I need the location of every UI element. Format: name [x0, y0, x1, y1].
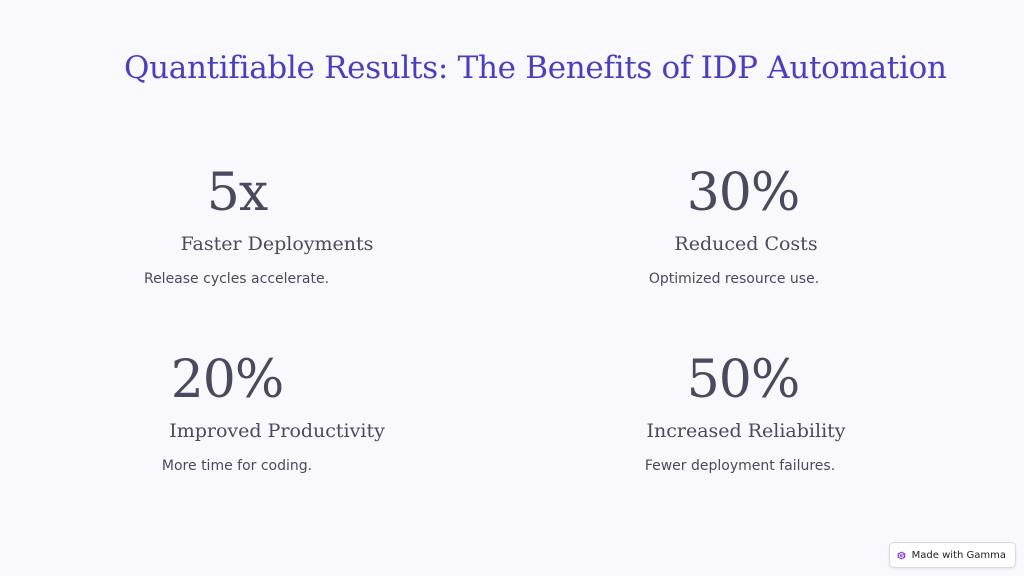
stat-value: 50%	[686, 350, 801, 410]
stat-card-improved-productivity: 20% Improved Productivity More time for …	[117, 350, 437, 476]
stat-label: Increased Reliability	[646, 420, 846, 442]
gamma-logo-icon	[897, 550, 905, 560]
stat-card-increased-reliability: 50% Increased Reliability Fewer deployme…	[586, 350, 906, 476]
stat-description: Fewer deployment failures.	[644, 458, 836, 474]
slide-title: Quantifiable Results: The Benefits of ID…	[124, 50, 947, 86]
stat-description: Optimized resource use.	[648, 271, 820, 287]
stat-label: Reduced Costs	[674, 233, 818, 255]
stat-description: Release cycles accelerate.	[143, 271, 330, 287]
stat-description: More time for coding.	[161, 458, 313, 474]
badge-label: Made with Gamma	[911, 549, 1006, 561]
stat-label: Improved Productivity	[169, 420, 385, 442]
stat-card-reduced-costs: 30% Reduced Costs Optimized resource use…	[586, 163, 906, 289]
stat-label: Faster Deployments	[180, 233, 374, 255]
stat-value: 30%	[686, 163, 801, 223]
stat-value: 5x	[206, 163, 268, 223]
stat-card-faster-deployments: 5x Faster Deployments Release cycles acc…	[117, 163, 437, 289]
made-with-gamma-badge[interactable]: Made with Gamma	[888, 542, 1016, 568]
stat-value: 20%	[170, 350, 285, 410]
